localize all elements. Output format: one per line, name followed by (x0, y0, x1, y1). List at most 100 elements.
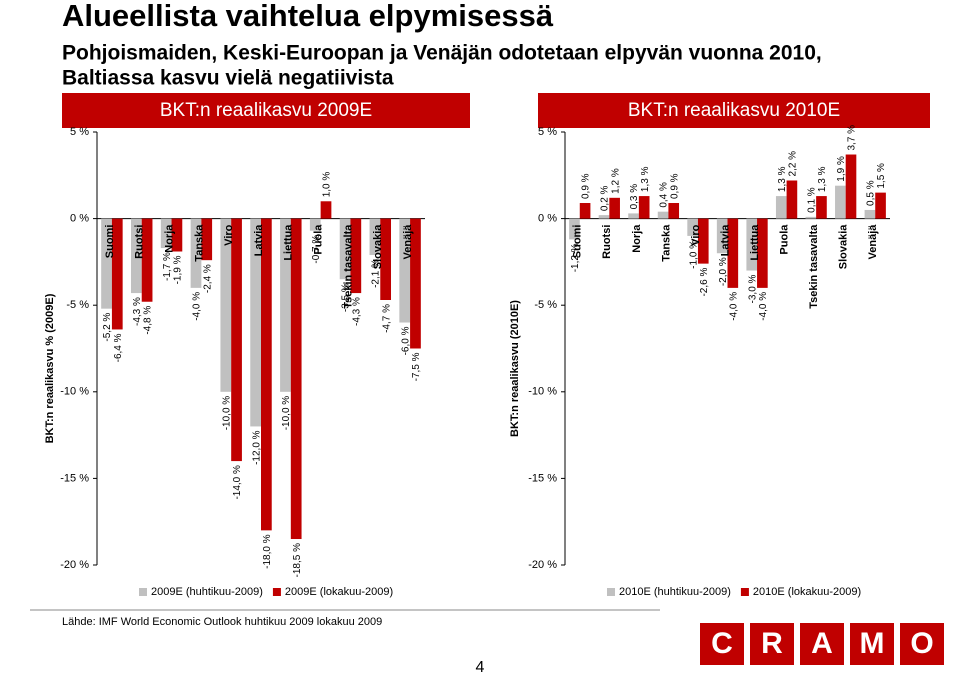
bar (231, 218, 242, 462)
category-label: Viro (690, 224, 702, 245)
bar (171, 218, 183, 252)
y-tick-label: -20 % (60, 559, 89, 571)
bar (261, 218, 272, 531)
chart-title: BKT:n reaalikasvu 2010E (628, 100, 840, 121)
bar (339, 218, 351, 280)
bar (609, 197, 620, 219)
value-label: -10,0 % (281, 396, 292, 431)
subtitle-line: Baltiassa kasvu vielä negatiivista (62, 67, 394, 90)
category-label: Ruotsi (601, 225, 613, 259)
bar (668, 203, 680, 219)
value-label: -1,2 % (570, 243, 581, 272)
category-label: Tanska (660, 224, 672, 262)
bar (320, 201, 332, 219)
bar (786, 180, 798, 219)
bar (697, 218, 709, 264)
category-label: Latvia (719, 224, 731, 257)
value-label: -2,0 % (718, 257, 729, 286)
bar (280, 218, 291, 392)
value-label: -1,9 % (173, 255, 184, 284)
value-label: -0,7 % (311, 235, 322, 264)
chart-header (62, 93, 470, 128)
slide-title: Alueellista vaihtelua elpymisessä (62, 0, 554, 33)
value-label: -18,0 % (262, 534, 273, 569)
value-label: -1,0 % (688, 240, 699, 269)
value-label: -7,5 % (411, 352, 422, 381)
value-label: -4,7 % (381, 304, 392, 333)
y-tick-label: -5 % (534, 299, 557, 311)
bar (309, 218, 321, 231)
bar (250, 218, 261, 427)
value-label: -4,0 % (758, 292, 769, 321)
bar (657, 211, 669, 219)
bar (190, 218, 202, 288)
logo-letter: R (761, 627, 783, 660)
logo-tile (900, 623, 944, 665)
bar (111, 218, 123, 330)
bar (399, 218, 411, 323)
bar (350, 218, 362, 294)
subtitle-line: Pohjoismaiden, Keski-Euroopan ja Venäjän… (62, 42, 822, 65)
value-label: 0,1 % (806, 187, 817, 213)
logo-tile (750, 623, 794, 665)
value-label: 2,2 % (788, 151, 799, 177)
value-label: 3,7 % (847, 125, 858, 151)
bar (775, 196, 787, 219)
category-label: Puola (778, 224, 790, 255)
category-label: Tanska (193, 224, 205, 262)
category-label: Norja (163, 224, 175, 253)
y-tick-label: -15 % (60, 472, 89, 484)
bar (369, 218, 381, 255)
y-tick-label: 5 % (538, 126, 557, 138)
bar (201, 218, 213, 261)
bar (805, 216, 817, 219)
bar (638, 196, 650, 219)
category-label: Tsekin tasavalta (342, 224, 354, 309)
value-label: 0,4 % (659, 182, 670, 208)
bar (569, 218, 580, 240)
value-label: -2,6 % (699, 268, 710, 297)
value-label: 1,0 % (322, 172, 333, 198)
bar (864, 209, 876, 219)
logo-tile (800, 623, 844, 665)
category-label: Puola (313, 224, 325, 255)
value-label: 1,9 % (836, 156, 847, 182)
legend-label: 2009E (lokakuu-2009) (285, 586, 393, 598)
chart-header (538, 93, 930, 128)
legend-swatch (607, 588, 615, 596)
value-label: -6,0 % (400, 326, 411, 355)
category-label: Slovakia (838, 224, 850, 270)
logo-tile (700, 623, 744, 665)
bar (816, 196, 827, 219)
value-label: 0,2 % (600, 185, 611, 211)
logo-letter: A (811, 627, 833, 660)
value-label: 1,3 % (777, 166, 788, 192)
bar (101, 218, 112, 309)
value-label: -3,0 % (747, 274, 758, 303)
legend-swatch (740, 588, 749, 596)
category-label: Tsekin tasavalta (808, 224, 820, 309)
legend-swatch (272, 588, 281, 596)
bar (410, 218, 421, 349)
bar (835, 185, 846, 219)
value-label: -2,1 % (371, 259, 382, 288)
value-label: -14,0 % (232, 465, 243, 500)
bar (220, 218, 232, 392)
value-label: -4,0 % (192, 292, 203, 321)
value-label: 0,9 % (669, 173, 680, 199)
legend-label: 2010E (lokakuu-2009) (753, 586, 861, 598)
bar (687, 218, 698, 236)
bar (598, 215, 610, 219)
y-axis-label: BKT:n reaalikasvu % (2009E) (44, 293, 56, 443)
logo-letter: O (910, 627, 933, 660)
category-label: Suomi (104, 225, 116, 259)
category-label: Liettua (283, 224, 295, 261)
value-label: -18,5 % (292, 543, 303, 578)
y-tick-label: -10 % (60, 386, 89, 398)
value-label: -10,0 % (221, 396, 232, 431)
bar (757, 218, 768, 288)
value-label: 1,3 % (640, 166, 651, 192)
y-tick-label: -15 % (528, 472, 557, 484)
